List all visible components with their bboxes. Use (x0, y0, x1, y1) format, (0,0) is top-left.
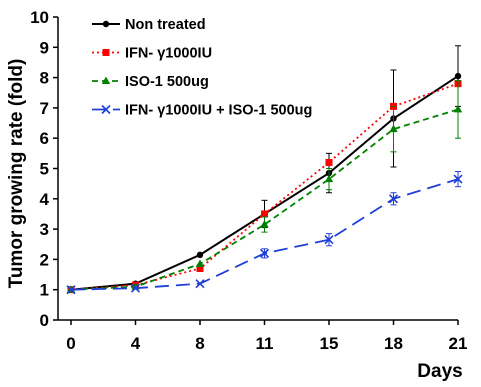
y-tick-label: 9 (40, 38, 49, 57)
data-point (196, 251, 204, 259)
y-tick-label: 4 (40, 190, 50, 209)
data-point (388, 194, 399, 204)
legend-item: IFN- γ1000IU + ISO-1 500ug (92, 103, 312, 119)
data-point (195, 279, 205, 289)
data-point (324, 235, 334, 245)
legend-label: IFN- γ1000IU + ISO-1 500ug (125, 103, 312, 119)
data-point (325, 158, 333, 166)
legend-label: ISO-1 500ug (125, 74, 209, 90)
data-point (101, 104, 111, 115)
y-tick-label: 3 (40, 220, 49, 239)
data-point (454, 72, 462, 80)
series-3 (66, 171, 463, 295)
x-tick-label: 0 (66, 334, 75, 353)
y-tick-label: 6 (40, 129, 49, 148)
data-point (102, 20, 110, 28)
legend: Non treated IFN- γ1000IU ISO-1 500ug IFN- γ… (92, 17, 312, 119)
legend-label: Non treated (125, 17, 206, 33)
y-axis-ticks: 0 1 2 3 4 5 6 7 8 9 10 (30, 8, 58, 330)
y-tick-label: 2 (40, 250, 49, 269)
legend-item: ISO-1 500ug (92, 74, 209, 90)
y-tick-label: 5 (40, 160, 49, 179)
data-point (196, 264, 204, 272)
legend-item: IFN- γ1000IU (92, 46, 212, 62)
data-point (259, 248, 270, 258)
x-tick-label: 21 (449, 334, 468, 353)
legend-label: IFN- γ1000IU (125, 46, 212, 62)
x-tick-label: 18 (384, 334, 403, 353)
legend-item: Non treated (92, 17, 206, 33)
x-axis-ticks: 0 4 8 11 15 18 21 (66, 320, 467, 353)
axes (57, 17, 458, 321)
y-tick-label: 1 (40, 281, 49, 300)
y-tick-label: 10 (30, 8, 49, 27)
y-tick-label: 8 (40, 69, 49, 88)
y-tick-label: 7 (40, 99, 49, 118)
data-point (101, 76, 111, 84)
series-group (66, 45, 463, 295)
x-tick-label: 4 (131, 334, 141, 353)
x-tick-label: 8 (195, 334, 204, 353)
x-tick-label: 11 (256, 334, 274, 353)
data-point (102, 49, 110, 56)
data-point (260, 220, 269, 228)
series-line (70, 178, 459, 291)
y-axis-label: Tumor growing rate (fold) (6, 59, 27, 289)
data-point (66, 285, 76, 295)
x-axis-label: Days (417, 361, 462, 382)
data-point (453, 104, 463, 113)
data-point (453, 174, 463, 184)
y-tick-label: 0 (40, 311, 49, 330)
data-point (195, 259, 205, 267)
data-point (324, 174, 334, 183)
data-point (389, 124, 398, 133)
x-tick-label: 15 (320, 334, 339, 353)
data-point (130, 283, 141, 293)
data-point (261, 210, 268, 218)
series-line (70, 108, 459, 291)
